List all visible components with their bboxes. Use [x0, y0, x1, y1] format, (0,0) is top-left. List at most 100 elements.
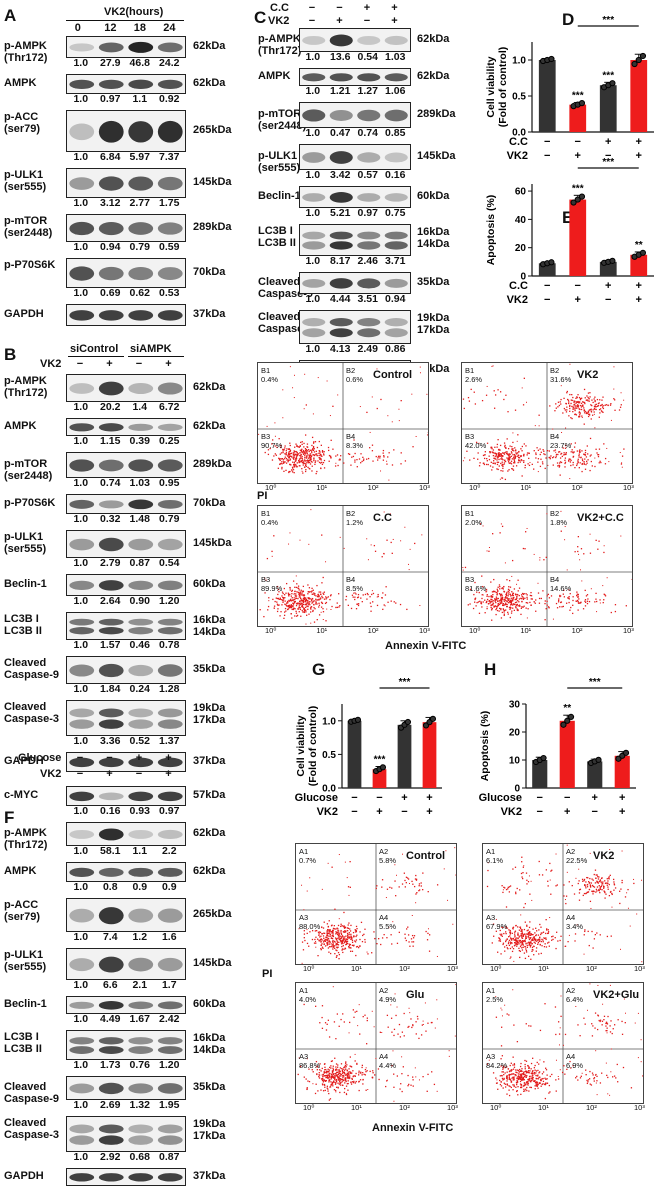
event-dot — [578, 554, 579, 555]
event-dot — [518, 451, 519, 452]
header-underline — [66, 20, 184, 21]
densitometry-value: 0.24 — [130, 683, 150, 695]
event-dot — [568, 602, 569, 603]
event-dot — [598, 876, 599, 877]
event-dot — [295, 458, 296, 459]
event-dot — [500, 1084, 501, 1085]
quadrant-label: B2 — [346, 509, 355, 518]
event-dot — [514, 461, 515, 462]
event-dot — [600, 405, 601, 406]
event-dot — [302, 472, 303, 473]
event-dot — [575, 405, 576, 406]
event-dot — [317, 596, 318, 597]
event-dot — [268, 606, 269, 607]
event-dot — [284, 458, 285, 459]
event-dot — [534, 554, 535, 555]
event-dot — [415, 1067, 416, 1068]
event-dot — [323, 1090, 324, 1091]
event-dot — [404, 873, 405, 874]
event-dot — [327, 1075, 328, 1076]
event-dot — [577, 609, 578, 610]
event-dot — [505, 603, 506, 604]
event-dot — [423, 1024, 424, 1025]
event-dot — [584, 893, 585, 894]
event-dot — [321, 445, 322, 446]
event-dot — [520, 927, 521, 928]
y-tick-label: 0.5 — [512, 92, 526, 103]
event-dot — [293, 469, 294, 470]
event-dot — [329, 599, 330, 600]
event-dot — [392, 421, 393, 422]
event-dot — [514, 454, 515, 455]
blot-svg — [67, 305, 185, 325]
event-dot — [337, 607, 338, 608]
event-dot — [307, 454, 308, 455]
event-dot — [539, 603, 540, 604]
event-dot — [594, 411, 595, 412]
event-dot — [435, 1028, 436, 1029]
event-dot — [614, 1024, 615, 1025]
data-point — [355, 717, 360, 722]
event-dot — [513, 1069, 514, 1070]
densitometry-value: 1.0 — [305, 127, 320, 139]
event-dot — [347, 936, 348, 937]
event-dot — [592, 947, 593, 948]
event-dot — [557, 406, 558, 407]
event-dot — [317, 939, 318, 940]
panel-letter-a: A — [4, 6, 16, 26]
blot-band — [99, 619, 124, 626]
event-dot — [488, 596, 489, 597]
event-dot — [578, 598, 579, 599]
y-tick-label: 60 — [515, 187, 527, 198]
event-dot — [492, 608, 493, 609]
event-dot — [455, 875, 456, 876]
event-dot — [522, 387, 523, 388]
event-dot — [404, 880, 405, 881]
densitometry-value: 2.64 — [100, 595, 120, 607]
event-dot — [301, 590, 302, 591]
event-dot — [330, 1067, 331, 1068]
event-dot — [498, 610, 499, 611]
event-dot — [294, 462, 295, 463]
event-dot — [485, 451, 486, 452]
event-dot — [492, 591, 493, 592]
event-dot — [299, 446, 300, 447]
event-dot — [581, 409, 582, 410]
event-dot — [509, 580, 510, 581]
event-dot — [558, 1076, 559, 1077]
event-dot — [344, 1070, 345, 1071]
blot-band — [128, 830, 153, 839]
event-dot — [588, 392, 589, 393]
event-dot — [479, 462, 480, 463]
event-dot — [521, 947, 522, 948]
event-dot — [523, 1089, 524, 1090]
event-dot — [597, 886, 598, 887]
event-dot — [353, 945, 354, 946]
densitometry-value: 0.9 — [132, 881, 147, 893]
event-dot — [504, 462, 505, 463]
event-dot — [568, 460, 569, 461]
event-dot — [319, 936, 320, 937]
event-dot — [332, 449, 333, 450]
row1-sign: − — [544, 280, 550, 292]
blot-image — [66, 452, 186, 478]
event-dot — [582, 881, 583, 882]
event-dot — [311, 588, 312, 589]
event-dot — [335, 1090, 336, 1091]
quadrant-percent: 6.9% — [566, 1061, 583, 1070]
event-dot — [547, 450, 548, 451]
event-dot — [317, 955, 318, 956]
event-dot — [415, 902, 416, 903]
event-dot — [325, 620, 326, 621]
event-dot — [511, 611, 512, 612]
event-dot — [621, 392, 622, 393]
blot-row-label: GAPDH — [4, 1170, 44, 1182]
event-dot — [306, 466, 307, 467]
event-dot — [374, 938, 375, 939]
densitometry-value: 0.57 — [358, 169, 378, 181]
event-dot — [539, 425, 540, 426]
row1-label: Glucose — [479, 792, 522, 804]
quadrant-label: B2 — [550, 509, 559, 518]
event-dot — [589, 882, 590, 883]
